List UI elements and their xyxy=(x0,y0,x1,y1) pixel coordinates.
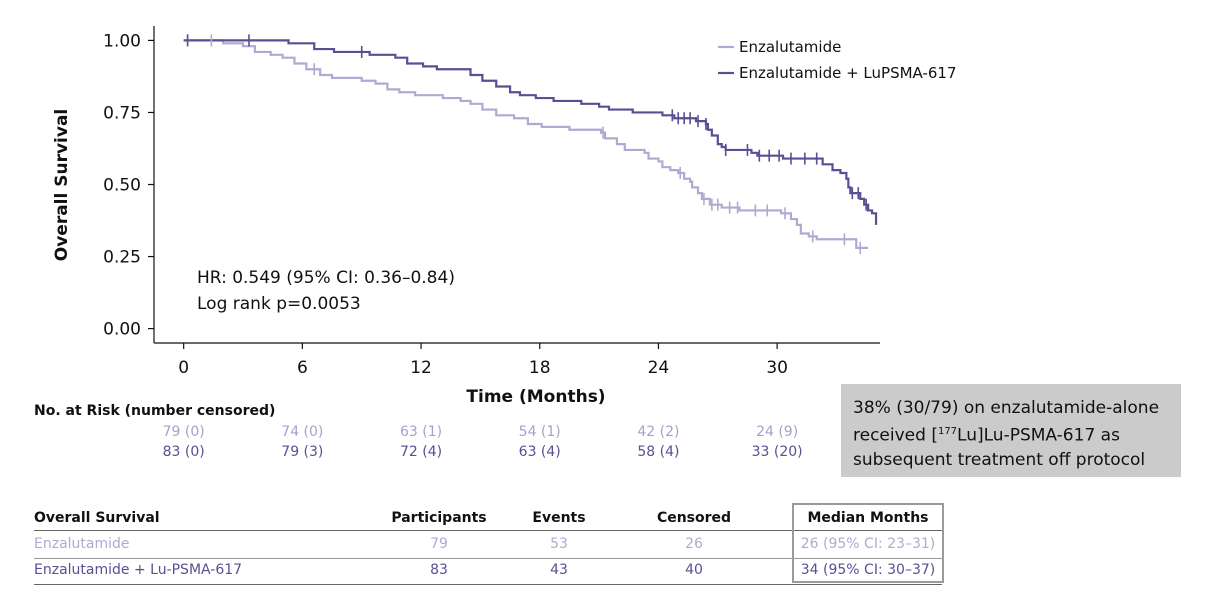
note-line-3: subsequent treatment off protocol xyxy=(853,449,1146,470)
risk-count: 83 (0) xyxy=(162,444,205,460)
risk-count: 79 (3) xyxy=(281,444,324,460)
log-rank-annotation: Log rank p=0.0053 xyxy=(197,294,361,314)
table-row: Enzalutamide + Lu-PSMA-617 83 43 40 34 (… xyxy=(34,558,944,582)
table-bottom-rule xyxy=(34,584,942,585)
table-header-cell: Median Months xyxy=(807,510,929,526)
table-cell: 79 xyxy=(430,536,448,552)
table-cell: 83 xyxy=(430,562,448,578)
table-cell: 43 xyxy=(550,562,568,578)
risk-count: 24 (9) xyxy=(756,424,799,440)
y-tick-label: 0.50 xyxy=(103,176,141,196)
table-row: Enzalutamide 79 53 26 26 (95% CI: 23–31) xyxy=(34,532,944,556)
table-cell: 34 (95% CI: 30–37) xyxy=(800,562,936,578)
table-header-rule xyxy=(34,530,942,531)
table-cell: 26 (95% CI: 23–31) xyxy=(800,536,936,552)
risk-count: 33 (20) xyxy=(751,444,803,460)
y-tick-label: 1.00 xyxy=(103,31,141,51)
risk-row-enzalutamide: 79 (0) 74 (0) 63 (1) 54 (1) 42 (2) 24 (9) xyxy=(0,424,900,442)
table-header-cell: Participants xyxy=(391,510,487,526)
table-header-cell: Censored xyxy=(656,510,732,526)
legend: Enzalutamide Enzalutamide + LuPSMA-617 xyxy=(718,38,957,82)
x-tick-label: 0 xyxy=(178,358,189,378)
table-row-rule xyxy=(34,558,942,559)
curve-combination xyxy=(183,39,878,225)
legend-label-combination: Enzalutamide + LuPSMA-617 xyxy=(739,64,957,82)
y-tick-label: 0.25 xyxy=(103,248,141,268)
risk-count: 54 (1) xyxy=(518,424,561,440)
table-cell: Enzalutamide xyxy=(34,536,130,552)
risk-row-combination: 83 (0) 79 (3) 72 (4) 63 (4) 58 (4) 33 (20) xyxy=(0,444,900,462)
table-cell: 40 xyxy=(685,562,703,578)
note-line-2: received [177Lu]Lu-PSMA-617 as xyxy=(853,425,1120,446)
table-header-row: Overall Survival Participants Events Cen… xyxy=(34,506,944,530)
x-tick-label: 30 xyxy=(766,358,788,378)
table-cell: Enzalutamide + Lu-PSMA-617 xyxy=(34,562,243,578)
x-tick-label: 24 xyxy=(648,358,670,378)
subsequent-treatment-note: 38% (30/79) on enzalutamide-alone receiv… xyxy=(841,384,1181,477)
x-tick-label: 6 xyxy=(297,358,308,378)
y-ticks: 0.00 0.25 0.50 0.75 1.00 xyxy=(103,31,154,340)
x-tick-label: 18 xyxy=(529,358,551,378)
km-chart: 0.00 0.25 0.50 0.75 1.00 0 6 12 18 24 30 Time (Mo… xyxy=(52,26,957,407)
median-highlight-box xyxy=(792,503,944,583)
risk-count: 58 (4) xyxy=(637,444,680,460)
y-tick-label: 0.00 xyxy=(103,320,141,340)
y-tick-label: 0.75 xyxy=(103,103,141,123)
risk-count: 74 (0) xyxy=(281,424,324,440)
note-line-1: 38% (30/79) on enzalutamide-alone xyxy=(853,398,1160,418)
risk-count: 79 (0) xyxy=(162,424,205,440)
risk-table-title: No. at Risk (number censored) xyxy=(34,403,276,419)
legend-label-enzalutamide: Enzalutamide xyxy=(739,38,841,56)
table-header-cell: Overall Survival xyxy=(34,510,160,526)
risk-count: 63 (4) xyxy=(518,444,561,460)
y-axis-title: Overall Survival xyxy=(52,109,72,262)
hazard-ratio-annotation: HR: 0.549 (95% CI: 0.36–0.84) xyxy=(197,268,455,288)
table-cell: 26 xyxy=(685,536,703,552)
x-tick-label: 12 xyxy=(410,358,432,378)
risk-count: 63 (1) xyxy=(399,424,443,440)
table-header-cell: Events xyxy=(532,510,586,526)
x-ticks: 0 6 12 18 24 30 xyxy=(178,343,788,378)
censor-marks xyxy=(186,34,867,254)
table-cell: 53 xyxy=(550,536,568,552)
x-axis-title: Time (Months) xyxy=(466,387,605,407)
risk-count: 42 (2) xyxy=(637,424,680,440)
risk-count: 72 (4) xyxy=(399,444,443,460)
